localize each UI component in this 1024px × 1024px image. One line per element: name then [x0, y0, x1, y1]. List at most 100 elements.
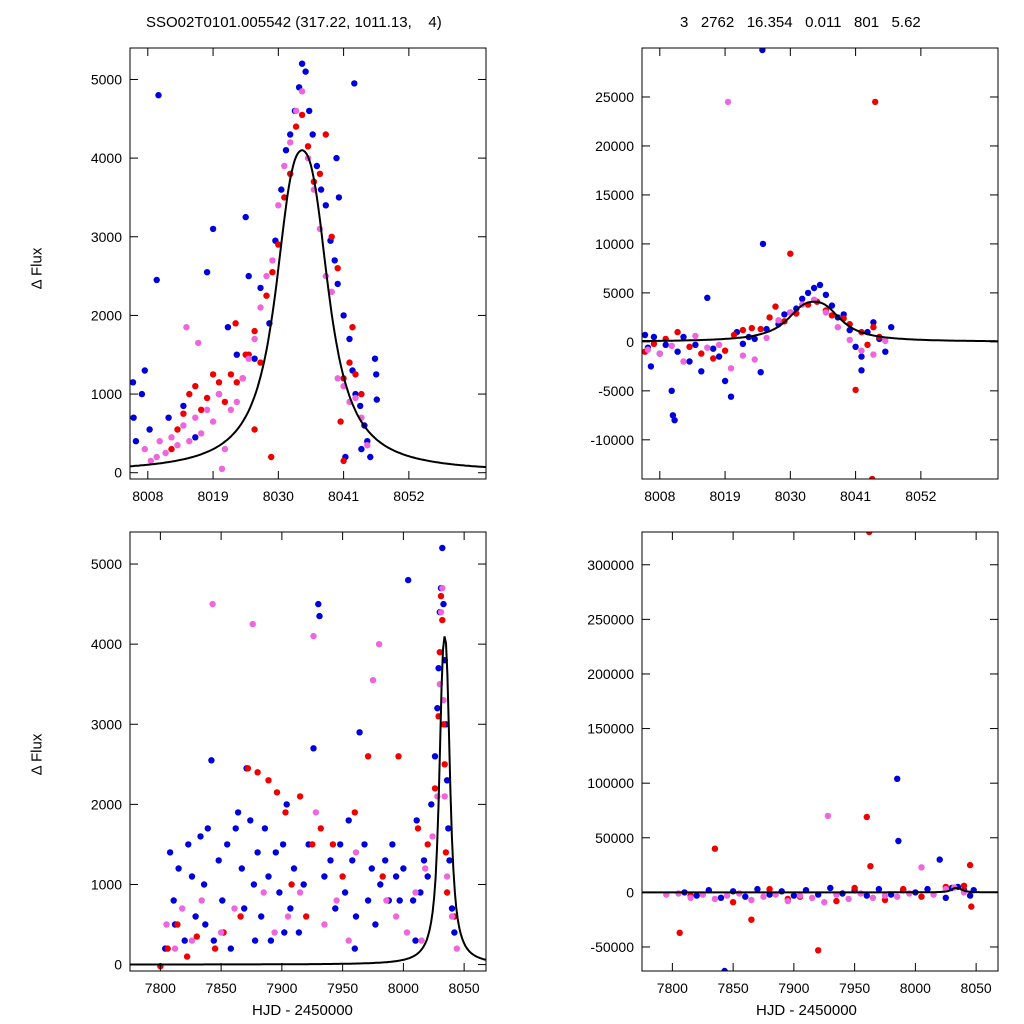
bottom-left-point-blue	[382, 857, 389, 864]
top-right-point-red	[721, 347, 729, 354]
top-right-point-violet	[775, 317, 782, 324]
bottom-left-point-blue	[341, 889, 349, 896]
top-left-point-violet	[147, 457, 154, 465]
bottom-left-point-red	[237, 913, 244, 920]
bottom-right-point-blue	[895, 837, 902, 845]
top-left-point-blue	[373, 396, 380, 403]
top-left-point-red	[232, 320, 239, 327]
bottom-left-point-red	[273, 789, 281, 796]
bottom-right-point-blue	[839, 890, 846, 897]
top-right-point-red	[872, 98, 879, 106]
top-left-xtick-label: 8052	[393, 488, 424, 504]
bottom-right-point-red	[711, 845, 719, 852]
bottom-right-point-red	[867, 863, 874, 870]
bottom-left-point-red	[379, 873, 386, 880]
top-right-ytick-label: 10000	[595, 236, 634, 252]
bottom-left-point-violet	[163, 921, 170, 928]
top-right-point-blue	[710, 345, 717, 352]
top-left-point-violet	[209, 418, 217, 425]
bottom-left-point-violet	[171, 945, 179, 952]
top-left-point-violet	[168, 434, 175, 441]
bottom-right-point-blue	[790, 892, 798, 899]
top-left-point-blue	[278, 186, 285, 193]
top-left-point-red	[316, 170, 324, 177]
top-left-point-blue	[141, 367, 148, 374]
top-left-point-red	[352, 371, 359, 378]
top-left-point-blue	[165, 414, 172, 421]
top-left-point-red	[275, 241, 282, 248]
top-left-point-violet	[352, 394, 359, 402]
bottom-right-point-red	[748, 916, 755, 923]
bottom-right-point-blue	[894, 775, 901, 782]
top-left-xtick-label: 8008	[132, 488, 163, 504]
top-left-point-red	[168, 445, 175, 453]
top-left-point-red	[263, 292, 270, 299]
bottom-right-ytick-label: 300000	[587, 557, 634, 573]
top-left-point-red	[340, 457, 347, 465]
bottom-right-point-red	[863, 813, 870, 821]
bottom-left-xtick-label: 8050	[449, 980, 480, 996]
bottom-left-model-curve	[130, 636, 486, 966]
bottom-right-xlabel: HJD - 2450000	[756, 1002, 857, 1019]
top-right-point-violet	[834, 324, 841, 331]
bottom-right-point-violet	[869, 894, 877, 901]
bottom-left-point-blue	[349, 857, 356, 864]
bottom-right-point-violet	[845, 895, 852, 903]
bottom-left-ytick-label: 1000	[91, 876, 122, 892]
bottom-left-point-blue	[316, 612, 323, 620]
top-left-point-blue	[224, 324, 232, 331]
bottom-left-point-blue	[250, 881, 258, 888]
top-left-point-red	[337, 418, 344, 425]
bottom-right-xtick-label: 8050	[961, 980, 992, 996]
bottom-left-point-blue	[188, 873, 196, 880]
bottom-right-xtick-label: 8000	[900, 980, 931, 996]
bottom-right-point-blue	[754, 885, 761, 893]
top-left-point-blue	[334, 280, 341, 288]
bottom-left-point-blue	[434, 705, 441, 712]
bottom-right-point-blue	[827, 884, 834, 892]
top-left-point-blue	[313, 162, 321, 170]
top-left-point-blue	[257, 284, 264, 292]
bottom-left-point-blue	[219, 897, 226, 904]
bottom-left-point-blue	[241, 905, 248, 912]
top-left-point-violet	[153, 453, 160, 461]
top-left-point-violet	[239, 375, 246, 382]
top-left-point-violet	[269, 257, 276, 264]
top-left-ytick-label: 0	[114, 465, 122, 481]
bottom-left-point-blue	[424, 873, 431, 880]
bottom-right-ytick-label: 50000	[595, 830, 634, 846]
top-right-point-blue	[669, 412, 677, 419]
top-left-point-blue	[306, 107, 313, 115]
top-right-point-violet	[644, 346, 652, 353]
bottom-right-point-violet	[821, 899, 828, 906]
bottom-left-point-blue	[448, 905, 456, 912]
top-right-point-blue	[852, 343, 859, 350]
bottom-right-point-violet	[711, 895, 719, 903]
top-right-ytick-label: 20000	[595, 138, 634, 154]
top-left-point-blue	[331, 257, 338, 264]
top-right-point-blue	[799, 295, 806, 302]
bottom-right-xtick-label: 7800	[657, 980, 688, 996]
top-right-xtick-label: 8030	[775, 488, 806, 504]
bottom-left-point-violet	[392, 913, 400, 920]
bottom-right-point-violet	[824, 812, 832, 820]
top-left-point-violet	[203, 406, 211, 413]
bottom-left-point-violet	[429, 833, 436, 840]
top-left-point-blue	[180, 402, 187, 410]
bottom-left-point-blue	[443, 777, 451, 784]
bottom-left-point-violet	[375, 641, 383, 648]
top-right-point-violet	[656, 350, 663, 357]
bottom-left-point-blue	[290, 865, 298, 872]
bottom-left-point-blue	[224, 841, 231, 848]
bottom-left-point-red	[265, 777, 272, 784]
bottom-left-point-blue	[417, 889, 424, 896]
top-left-point-blue	[333, 154, 340, 162]
bottom-left-point-violet	[369, 677, 377, 684]
bottom-left-point-blue	[166, 849, 174, 856]
bottom-left-point-violet	[439, 584, 446, 592]
top-left-point-blue	[346, 335, 353, 343]
top-right-point-violet	[668, 342, 675, 349]
bottom-left-point-blue	[445, 825, 452, 832]
bottom-left-point-blue	[451, 929, 458, 936]
bottom-left-point-red	[174, 921, 181, 928]
